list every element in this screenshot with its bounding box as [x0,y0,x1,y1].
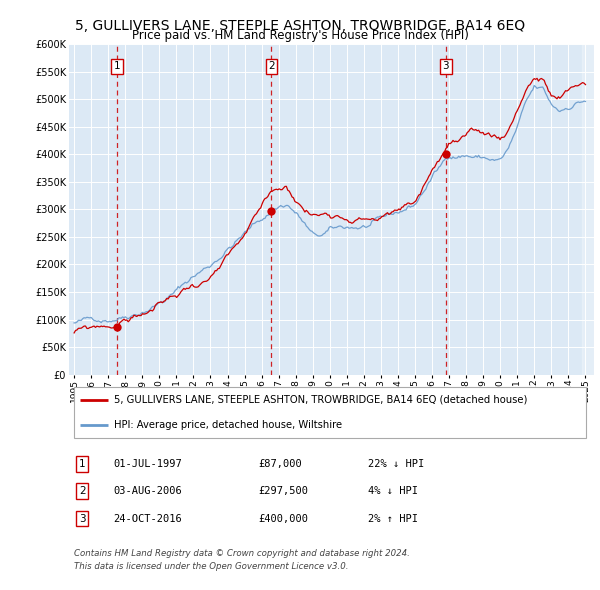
Text: 22% ↓ HPI: 22% ↓ HPI [368,459,425,469]
Text: 4% ↓ HPI: 4% ↓ HPI [368,486,418,496]
Text: 1: 1 [113,61,120,71]
Text: 2: 2 [79,486,85,496]
FancyBboxPatch shape [74,387,586,438]
Text: £297,500: £297,500 [258,486,308,496]
Text: 03-AUG-2006: 03-AUG-2006 [113,486,182,496]
Text: 3: 3 [443,61,449,71]
Text: Contains HM Land Registry data © Crown copyright and database right 2024.
This d: Contains HM Land Registry data © Crown c… [74,549,410,571]
Text: HPI: Average price, detached house, Wiltshire: HPI: Average price, detached house, Wilt… [113,420,342,430]
Text: £87,000: £87,000 [258,459,302,469]
Text: 24-OCT-2016: 24-OCT-2016 [113,513,182,523]
Text: 5, GULLIVERS LANE, STEEPLE ASHTON, TROWBRIDGE, BA14 6EQ (detached house): 5, GULLIVERS LANE, STEEPLE ASHTON, TROWB… [113,395,527,405]
Text: 01-JUL-1997: 01-JUL-1997 [113,459,182,469]
Text: 5, GULLIVERS LANE, STEEPLE ASHTON, TROWBRIDGE, BA14 6EQ: 5, GULLIVERS LANE, STEEPLE ASHTON, TROWB… [75,19,525,33]
Text: Price paid vs. HM Land Registry's House Price Index (HPI): Price paid vs. HM Land Registry's House … [131,30,469,42]
Text: £400,000: £400,000 [258,513,308,523]
Text: 2% ↑ HPI: 2% ↑ HPI [368,513,418,523]
Text: 1: 1 [79,459,85,469]
Text: 2: 2 [268,61,275,71]
Text: 3: 3 [79,513,85,523]
